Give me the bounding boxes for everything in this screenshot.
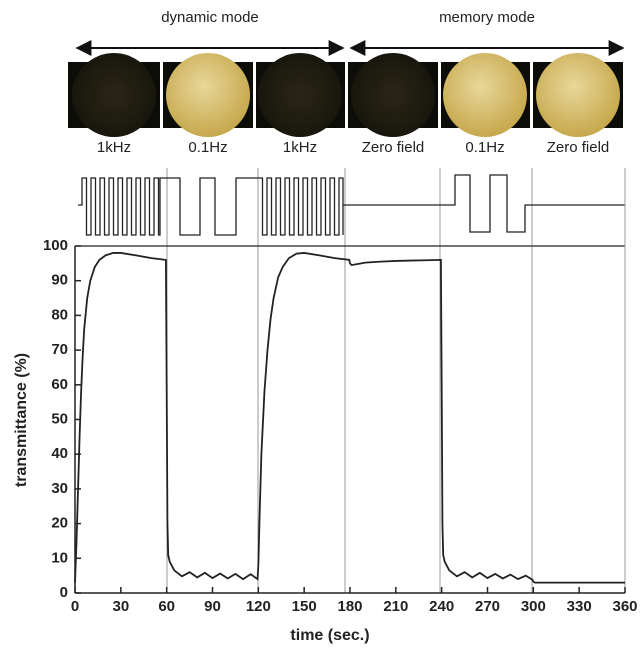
data-line: [74, 252, 625, 584]
image-disk: [72, 53, 156, 137]
x-tick-label: 300: [521, 598, 546, 615]
mode-label: dynamic mode: [161, 9, 259, 26]
x-tick-label: 120: [246, 598, 271, 615]
y-axis-title: transmittance (%): [13, 353, 30, 487]
image-disk: [351, 53, 435, 137]
x-tick-label: 150: [292, 598, 317, 615]
image-disk: [258, 53, 342, 137]
sample-images: [68, 53, 623, 137]
image-disk: [166, 53, 250, 137]
dividers: [166, 168, 533, 593]
x-axis-title: time (sec.): [290, 627, 369, 644]
y-tick-label: 20: [51, 515, 68, 532]
mode-label: memory mode: [439, 9, 535, 26]
x-tick-label: 30: [112, 598, 129, 615]
waveform: [78, 174, 625, 236]
y-tick-label: 10: [51, 549, 68, 566]
condition-label: Zero field: [362, 139, 425, 156]
x-tick-label: 330: [567, 598, 592, 615]
x-tick-label: 240: [429, 598, 454, 615]
y-tick-label: 60: [51, 376, 68, 393]
x-tick-label: 180: [337, 598, 362, 615]
y-tick-label: 90: [51, 272, 68, 289]
y-tick-label: 80: [51, 306, 68, 323]
condition-label: 0.1Hz: [465, 139, 504, 156]
x-tick-label: 0: [71, 598, 79, 615]
condition-label: 1kHz: [283, 139, 317, 156]
y-tick-label: 30: [51, 480, 68, 497]
image-disk: [536, 53, 620, 137]
condition-label: Zero field: [547, 139, 610, 156]
x-tick-label: 90: [204, 598, 221, 615]
x-tick-label: 270: [475, 598, 500, 615]
x-tick-label: 60: [158, 598, 175, 615]
x-tick-label: 210: [383, 598, 408, 615]
y-tick-label: 70: [51, 341, 68, 358]
y-tick-label: 100: [43, 237, 68, 254]
condition-label: 1kHz: [97, 139, 131, 156]
image-disk: [443, 53, 527, 137]
y-tick-label: 0: [60, 584, 68, 601]
y-tick-label: 40: [51, 445, 68, 462]
y-tick-label: 50: [51, 410, 68, 427]
x-tick-label: 360: [612, 598, 637, 615]
condition-label: 0.1Hz: [188, 139, 227, 156]
